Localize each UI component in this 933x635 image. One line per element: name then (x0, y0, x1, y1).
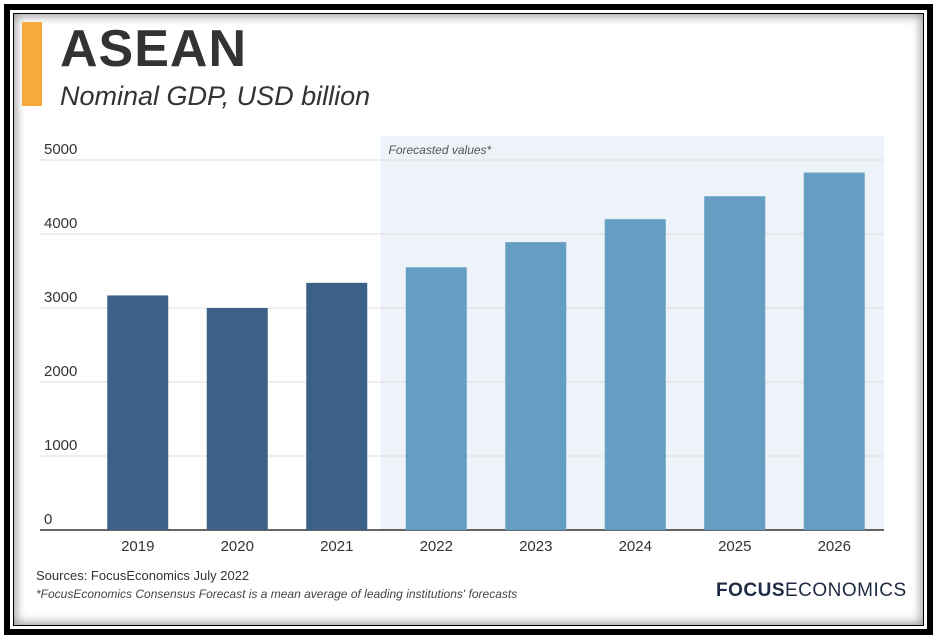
bar-2021 (306, 282, 368, 530)
x-tick-label: 2026 (818, 538, 851, 555)
sources-text: Sources: FocusEconomics July 2022 (36, 568, 250, 583)
x-tick-label: 2019 (121, 538, 154, 555)
x-tick-label: 2025 (718, 538, 751, 555)
logo-regular-text: ECONOMICS (785, 580, 907, 601)
bar-2026 (803, 172, 865, 530)
focuseconomics-logo: FOCUSECONOMICS (716, 580, 907, 602)
y-tick-label: 0 (44, 511, 52, 528)
bar-2024 (604, 219, 666, 530)
bar-2023 (505, 242, 567, 530)
logo-bold-text: FOCUS (716, 580, 785, 601)
chart-title: ASEAN (60, 20, 248, 78)
accent-bar (22, 22, 42, 106)
x-tick-label: 2021 (320, 538, 353, 555)
footnote-text: *FocusEconomics Consensus Forecast is a … (36, 587, 518, 601)
x-tick-label: 2023 (519, 538, 552, 555)
y-tick-label: 1000 (44, 437, 77, 454)
y-tick-label: 2000 (44, 363, 77, 380)
bar-2020 (206, 308, 268, 530)
y-tick-label: 4000 (44, 215, 77, 232)
x-tick-label: 2020 (221, 538, 254, 555)
y-tick-label: 3000 (44, 289, 77, 306)
bar-2022 (405, 267, 467, 530)
x-tick-label: 2024 (619, 538, 652, 555)
bar-2025 (704, 196, 766, 530)
bar-2019 (107, 295, 169, 530)
chart-subtitle: Nominal GDP, USD billion (60, 81, 371, 111)
forecast-label: Forecasted values* (389, 143, 492, 157)
y-tick-label: 5000 (44, 141, 77, 158)
x-tick-label: 2022 (420, 538, 453, 555)
